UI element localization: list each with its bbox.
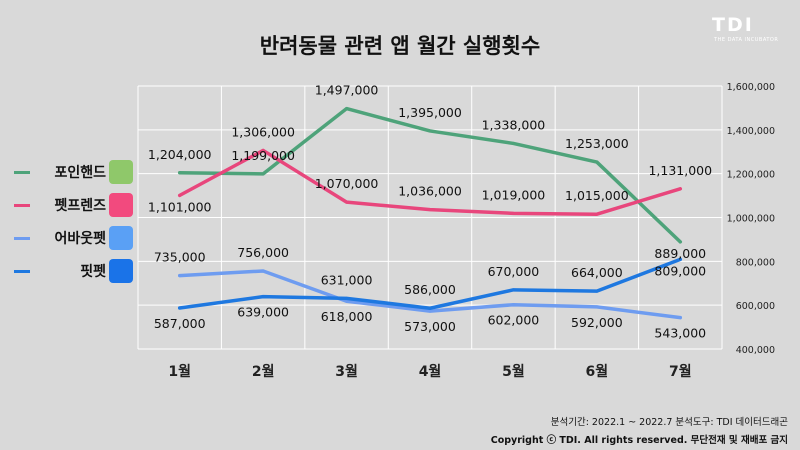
data-point [595,160,599,164]
y-tick-label: 1,400,000 [727,126,775,137]
data-point [261,295,265,299]
data-label: 1,395,000 [398,105,462,120]
data-point [511,303,515,307]
data-label: 639,000 [237,305,289,320]
data-point [511,288,515,292]
data-label: 1,101,000 [148,199,212,214]
y-tick-label: 1,600,000 [727,82,775,93]
logo-subtitle: THE DATA INCUBATOR [714,37,779,43]
y-tick-label: 600,000 [736,301,775,312]
data-label: 1,338,000 [482,117,546,132]
x-tick-label: 5월 [502,363,525,380]
data-label: 756,000 [237,245,289,260]
legend-label: 포인핸드 [54,165,106,181]
data-point [345,107,349,111]
fitpet-app-icon [109,259,133,283]
chart-title: 반려동물 관련 앱 월간 실행횟수 [259,34,541,58]
data-point [678,240,682,244]
data-point [511,141,515,145]
data-point [178,306,182,310]
data-label: 592,000 [571,315,623,330]
data-label: 1,036,000 [398,184,462,199]
data-point [261,172,265,176]
data-point [595,289,599,293]
legend-item-pawinhand: 포인핸드 [14,160,134,184]
data-point [595,212,599,216]
data-label: 1,019,000 [482,187,546,202]
data-point [178,274,182,278]
logo-text: TDI [712,14,754,36]
petfriends-app-icon [109,193,133,217]
legend-item-petfriends: 펫프렌즈 [14,193,134,217]
data-point [428,309,432,313]
data-label: 735,000 [154,250,206,265]
legend-item-fitpet: 핏펫 [14,259,134,283]
pawinhand-app-icon [109,160,133,184]
x-tick-label: 2월 [252,363,275,380]
y-tick-label: 1,200,000 [727,170,775,181]
data-label: 1,204,000 [148,147,212,162]
data-point [345,299,349,303]
data-label: 586,000 [404,282,456,297]
analysis-info: 분석기간: 2022.1 ~ 2022.7 분석도구: TDI 데이터드래곤 [550,417,788,428]
data-point [178,193,182,197]
data-label: 631,000 [321,272,373,287]
data-point [678,257,682,261]
data-label: 543,000 [654,326,706,341]
data-label: 1,497,000 [315,83,379,98]
x-tick-label: 6월 [586,363,609,380]
data-label: 1,253,000 [565,136,629,151]
data-point [345,296,349,300]
data-label: 1,131,000 [648,163,712,178]
y-tick-label: 1,000,000 [727,214,775,225]
legend-line-aboutpet [14,237,30,240]
x-tick-label: 3월 [335,363,358,380]
data-label: 1,070,000 [315,176,379,191]
data-point [595,305,599,309]
data-point [261,148,265,152]
data-point [428,208,432,212]
data-label: 889,000 [654,246,706,261]
legend-item-aboutpet: 어바웃펫 [14,226,134,250]
data-point [428,129,432,133]
data-point [178,171,182,175]
tdi-logo: TDI THE DATA INCUBATOR [712,14,790,44]
data-point [678,187,682,191]
x-tick-label: 4월 [419,363,442,380]
legend-line-fitpet [14,270,30,273]
data-point [511,211,515,215]
legend-label: 핏펫 [80,264,106,280]
data-label: 1,015,000 [565,188,629,203]
data-point [678,316,682,320]
aboutpet-app-icon [109,226,133,250]
x-tick-label: 7월 [669,363,692,380]
y-tick-label: 800,000 [736,257,775,268]
data-label: 670,000 [488,264,540,279]
data-label: 602,000 [488,313,540,328]
legend-label: 펫프렌즈 [54,198,106,214]
copyright-text: Copyright ⓒ TDI. All rights reserved. 무단… [490,435,788,446]
data-label: 1,199,000 [231,148,295,163]
legend-label: 어바웃펫 [54,231,106,247]
data-label: 573,000 [404,319,456,334]
data-label: 664,000 [571,265,623,280]
data-label: 618,000 [321,309,373,324]
data-label: 1,306,000 [231,124,295,139]
data-point [428,306,432,310]
data-point [345,200,349,204]
data-point [261,269,265,273]
x-tick-label: 1월 [168,363,191,380]
legend-line-pawinhand [14,171,30,174]
y-tick-label: 400,000 [736,345,775,356]
data-label: 587,000 [154,316,206,331]
data-label: 809,000 [654,263,706,278]
legend-line-petfriends [14,204,30,207]
